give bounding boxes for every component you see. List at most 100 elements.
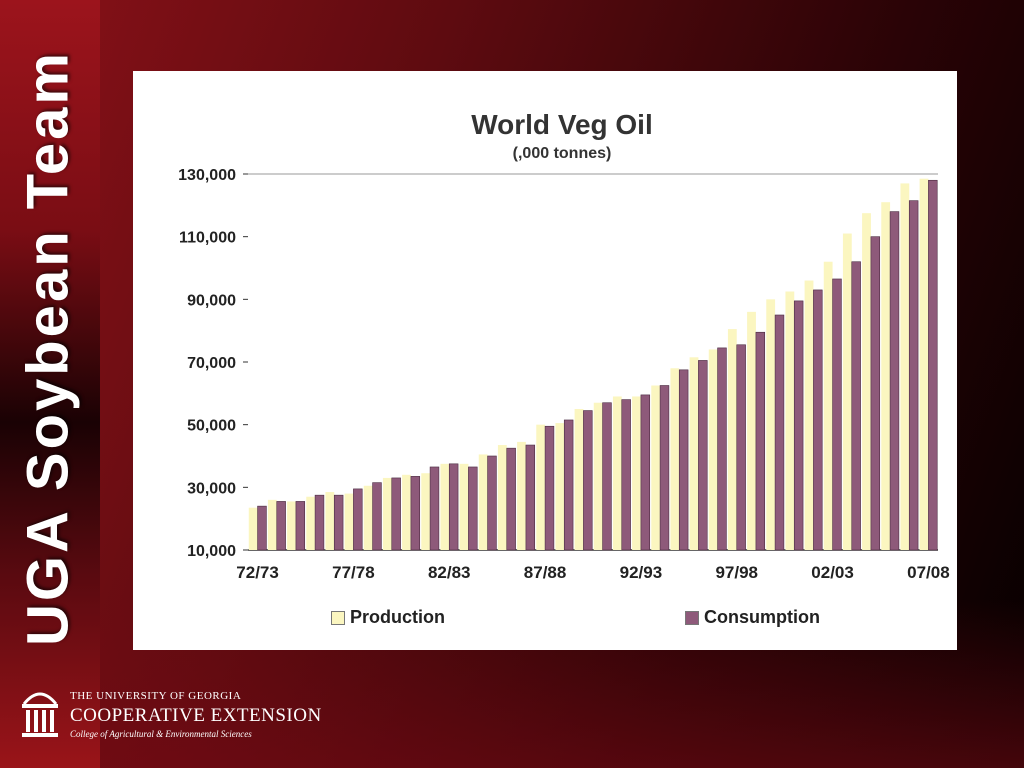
y-tick-label: 90,000: [187, 292, 236, 309]
footer-text: THE UNIVERSITY OF GEORGIA COOPERATIVE EX…: [70, 690, 322, 739]
bar-consumption: [391, 477, 401, 551]
bar-production: [421, 473, 431, 550]
legend-production: Production: [331, 607, 445, 628]
y-tick-label: 10,000: [187, 543, 236, 560]
bar-consumption: [372, 482, 382, 551]
bar-consumption: [832, 278, 842, 551]
bar-production: [766, 299, 776, 550]
bar-production: [459, 463, 469, 550]
bar-consumption: [487, 455, 497, 551]
x-tick-label: 77/78: [332, 563, 375, 582]
bar-production: [536, 424, 546, 550]
bar-consumption: [870, 236, 881, 551]
bar-production: [862, 213, 871, 550]
bar-consumption: [448, 463, 459, 551]
bar-consumption: [678, 369, 689, 551]
bar-consumption: [583, 410, 593, 551]
footer-college: College of Agricultural & Environmental …: [70, 729, 252, 739]
bar-production: [632, 396, 641, 550]
bar-consumption: [525, 444, 536, 551]
bar-consumption: [717, 347, 727, 551]
bar-consumption: [621, 399, 631, 551]
bar-consumption: [698, 360, 708, 551]
bar-production: [823, 261, 833, 550]
bar-consumption: [506, 447, 516, 551]
bar-production: [747, 311, 756, 550]
bar-consumption: [257, 505, 267, 551]
bar-production: [593, 402, 603, 550]
bar-consumption: [851, 261, 861, 551]
bar-consumption: [429, 466, 440, 551]
bar-production: [727, 329, 737, 550]
bar-production: [689, 357, 699, 550]
legend-production-swatch: [331, 610, 345, 625]
bar-production: [306, 496, 316, 550]
bar-consumption: [333, 494, 344, 551]
bar-consumption: [295, 501, 306, 551]
legend-consumption: Consumption: [685, 607, 820, 628]
bar-production: [574, 409, 584, 550]
bar-production: [785, 291, 795, 550]
bar-consumption: [544, 425, 555, 551]
bar-production: [382, 477, 392, 550]
footer-extension: COOPERATIVE EXTENSION: [70, 705, 322, 726]
x-tick-label: 82/83: [428, 563, 471, 582]
bar-consumption: [908, 200, 919, 551]
bar-consumption: [410, 476, 421, 551]
bar-consumption: [793, 300, 804, 551]
arch-logo-icon: [22, 692, 58, 737]
bar-production: [708, 349, 718, 550]
x-tick-label: 97/98: [715, 563, 758, 582]
sidebar-band: UGA Soybean Team: [0, 0, 100, 768]
y-tick-label: 50,000: [187, 418, 236, 435]
x-tick-label: 92/93: [620, 563, 663, 582]
bar-production: [804, 280, 814, 550]
bar-consumption: [276, 501, 286, 551]
bar-production: [325, 492, 335, 550]
bar-production: [287, 501, 296, 550]
bar-consumption: [755, 331, 766, 551]
x-tick-label: 72/73: [236, 563, 279, 582]
chart-subtitle: (,000 tonnes): [512, 145, 612, 162]
legend-production-label: Production: [350, 607, 445, 627]
bar-production: [478, 454, 488, 550]
legend-consumption-swatch: [685, 610, 699, 625]
x-tick-label: 02/03: [811, 563, 854, 582]
chart-panel: 130,000 110,000 90,000 70,000 50,000 30,000 10…: [133, 71, 957, 650]
bar-consumption: [889, 211, 900, 551]
bar-production: [402, 474, 411, 550]
bar-production: [248, 507, 258, 550]
bar-consumption: [813, 289, 823, 551]
bar-consumption: [602, 402, 612, 551]
y-tick-label: 70,000: [187, 355, 236, 372]
bar-production: [440, 463, 450, 550]
y-tick-label: 110,000: [179, 230, 236, 247]
bar-consumption: [928, 179, 938, 551]
bar-consumption: [353, 488, 363, 551]
legend-consumption-label: Consumption: [704, 607, 820, 627]
bar-production: [497, 445, 507, 550]
bar-production: [344, 493, 354, 550]
bar-consumption: [774, 314, 785, 551]
bar-production: [612, 396, 622, 550]
bar-production: [670, 368, 680, 550]
bar-production: [900, 183, 910, 550]
y-tick-label: 130,000: [178, 167, 236, 184]
bar-consumption: [640, 394, 651, 551]
chart-title: World Veg Oil: [471, 109, 653, 140]
bar-production: [267, 499, 277, 550]
footer-university: THE UNIVERSITY OF GEORGIA: [70, 690, 242, 702]
y-tick-label: 30,000: [187, 480, 236, 497]
bar-production: [555, 423, 565, 550]
x-tick-label: 87/88: [524, 563, 567, 582]
bar-consumption: [736, 344, 746, 551]
bar-consumption: [659, 385, 670, 551]
bar-production: [651, 385, 661, 550]
bar-production: [881, 202, 891, 550]
bar-production: [842, 233, 852, 551]
bar-production: [919, 178, 929, 550]
bar-consumption: [314, 494, 325, 551]
bar-production: [517, 441, 526, 550]
x-tick-label: 07/08: [907, 563, 950, 582]
bar-consumption: [563, 419, 574, 551]
